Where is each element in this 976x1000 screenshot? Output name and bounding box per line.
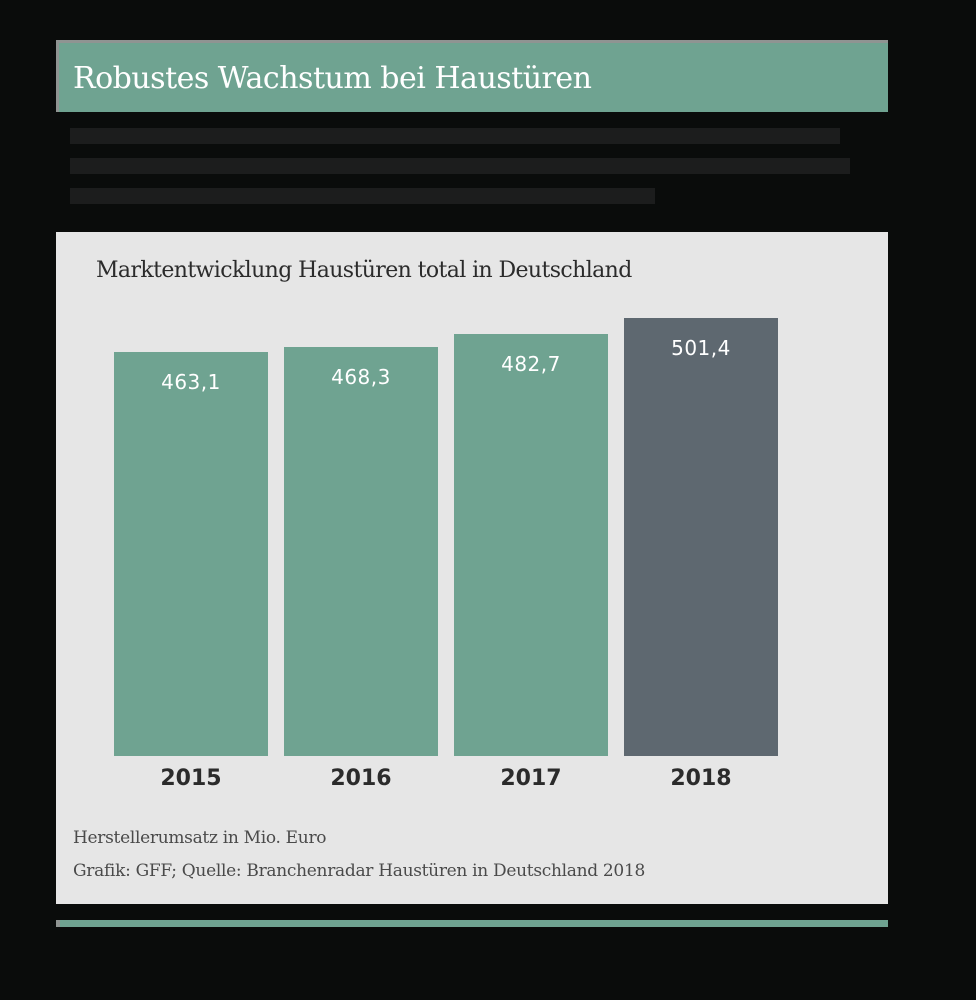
redacted-line	[70, 158, 850, 174]
chart-title: Marktentwicklung Haustüren total in Deut…	[96, 258, 632, 283]
intro-text-redacted	[70, 128, 850, 218]
page-title: Robustes Wachstum bei Haustüren	[73, 61, 592, 96]
bar-2016: 468,3	[284, 347, 438, 756]
source-note: Grafik: GFF; Quelle: Branchenradar Haust…	[73, 861, 645, 881]
bar-2015: 463,1	[114, 352, 268, 756]
x-tick-label: 2016	[330, 766, 392, 791]
bar-value-label: 468,3	[331, 365, 391, 389]
redacted-line	[70, 128, 840, 144]
bar-2017: 482,7	[454, 334, 608, 756]
footer-accent-bar	[56, 920, 888, 927]
chart-panel: Marktentwicklung Haustüren total in Deut…	[56, 232, 888, 904]
x-tick-label: 2018	[670, 766, 732, 791]
bar-2018: 501,4	[624, 318, 778, 756]
redacted-line	[70, 188, 655, 204]
bar-plot-area: 463,1 468,3 482,7 501,4	[114, 292, 778, 756]
x-tick-label: 2017	[500, 766, 562, 791]
bar-value-label: 463,1	[161, 370, 221, 394]
x-tick-label: 2015	[160, 766, 222, 791]
bar-value-label: 501,4	[671, 336, 731, 360]
unit-note: Herstellerumsatz in Mio. Euro	[73, 828, 327, 848]
header-banner: Robustes Wachstum bei Haustüren	[56, 40, 888, 112]
bar-value-label: 482,7	[501, 352, 561, 376]
